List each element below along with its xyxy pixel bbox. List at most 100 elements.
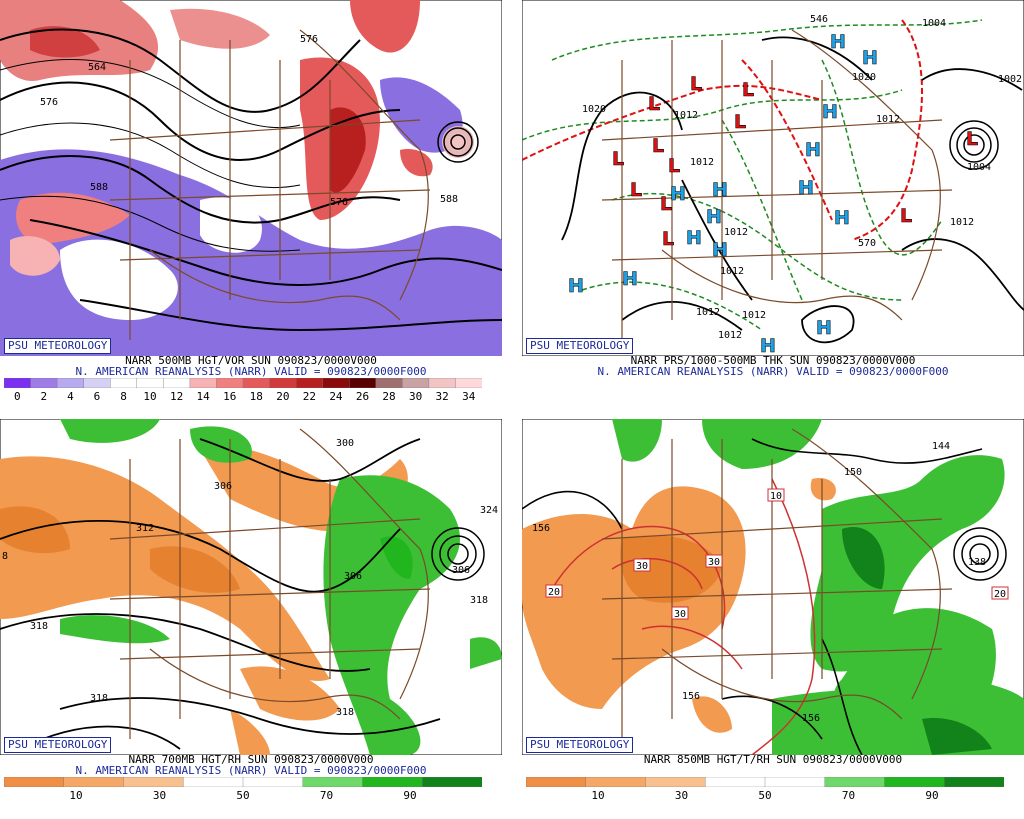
contour-label: 318 — [90, 693, 108, 704]
low-pressure-center: L — [742, 79, 754, 101]
colorbar-tick-label: 30 — [408, 390, 423, 403]
isobar-label: 1012 — [690, 157, 714, 168]
rh-colorbar-ticks: 10 30 50 70 90 — [4, 789, 482, 802]
low-pressure-center: L — [690, 73, 702, 95]
colorbar-swatch — [322, 378, 350, 388]
isobar-label: 1012 — [718, 330, 742, 341]
colorbar-tick-label: 16 — [223, 390, 237, 403]
colorbar-tick-label: 4 — [67, 390, 74, 403]
isobar-label: 1012 — [724, 227, 748, 238]
high-pressure-center: H — [822, 101, 838, 123]
colorbar-swatch — [402, 378, 430, 388]
colorbar-tick-label: 34 — [462, 390, 476, 403]
rh700-map: 300 306 312 318 318 318 318 324 306 8 30… — [0, 419, 502, 755]
map-valid-time: N. AMERICAN REANALYSIS (NARR) VALID = 09… — [75, 764, 427, 777]
colorbar-tick-label: 12 — [169, 390, 184, 403]
svg-text:30: 30 — [636, 561, 648, 572]
contour-label: 8 — [2, 551, 8, 562]
colorbar-swatch — [362, 777, 423, 787]
colorbar-swatch — [123, 777, 184, 787]
contour-label: 588 — [90, 182, 108, 193]
colorbar-swatch — [884, 777, 945, 787]
contour-label: 576 — [40, 97, 58, 108]
colorbar-swatch — [526, 777, 587, 787]
colorbar-swatch — [216, 378, 244, 388]
colorbar-swatch — [944, 777, 1004, 787]
rh-colorbar — [4, 777, 482, 787]
svg-text:20: 20 — [548, 587, 560, 598]
contour-label: 564 — [88, 62, 106, 73]
isobar-label: 1012 — [876, 114, 900, 125]
colorbar-tick-label: 22 — [302, 390, 316, 403]
colorbar-swatch — [705, 777, 766, 787]
colorbar-tick-label: 18 — [249, 390, 263, 403]
isobar-label: 1002 — [998, 74, 1022, 85]
low-pressure-center: L — [966, 128, 978, 150]
isobar-label: 1004 — [922, 18, 946, 29]
contour-label: 576 — [330, 197, 348, 208]
colorbar-swatch — [30, 378, 58, 388]
high-pressure-center: H — [706, 206, 722, 228]
colorbar-tick-label: 50 — [236, 789, 250, 802]
colorbar-swatch — [295, 378, 324, 388]
contour-label: 156 — [802, 713, 820, 724]
panel-500mb-vorticity: 564 576 588 576 588 576 PSU METEOROLOGY … — [0, 0, 502, 403]
isobar-label: 1012 — [674, 110, 698, 121]
colorbar-tick-label: 90 — [925, 789, 939, 802]
low-pressure-center: L — [660, 193, 672, 215]
temp-label: 20 — [991, 586, 1009, 600]
colorbar-tick-label: 8 — [120, 390, 127, 403]
colorbar-swatch — [269, 378, 297, 388]
colorbar-tick-label: 70 — [319, 789, 334, 802]
isobar-label: 1012 — [742, 310, 766, 321]
map-title: NARR 500MB HGT/VOR SUN 090823/0000V000 — [125, 354, 377, 367]
low-pressure-center: L — [612, 148, 624, 170]
high-pressure-center: H — [816, 317, 832, 339]
panel-700mb-rh: 300 306 312 318 318 318 318 324 306 8 30… — [0, 419, 502, 819]
colorbar-swatch — [585, 777, 647, 787]
contour-label: 144 — [932, 441, 950, 452]
contour-label: 156 — [682, 691, 700, 702]
high-pressure-center: H — [834, 207, 850, 229]
contour-label: 138 — [968, 557, 986, 568]
isobar-label: 1012 — [720, 266, 744, 277]
colorbar-tick-label: 6 — [93, 390, 101, 403]
colorbar-swatch — [422, 777, 482, 787]
vorticity-colorbar-ticks: 0 2 4 6 8 10 12 14 16 18 20 22 24 26 28 30 32 34 — [4, 390, 482, 403]
map-title: NARR 850MB HGT/T/RH SUN 090823/0000V000 — [643, 753, 903, 766]
colorbar-swatch — [349, 378, 377, 388]
colorbar-tick-label: 0 — [13, 390, 21, 403]
colorbar-swatch — [56, 378, 85, 388]
low-pressure-center: L — [630, 179, 642, 201]
high-pressure-center: H — [798, 177, 814, 199]
vorticity-colorbar — [4, 378, 482, 388]
colorbar-tick-label: 70 — [841, 789, 856, 802]
rh-colorbar — [526, 777, 1004, 787]
colorbar-tick-label: 30 — [674, 789, 689, 802]
isobar-label: 1004 — [967, 162, 991, 173]
high-pressure-center: H — [805, 139, 821, 161]
colorbar-tick-label: 90 — [403, 789, 417, 802]
contour-label: 318 — [30, 621, 48, 632]
high-pressure-center: H — [712, 239, 728, 261]
colorbar-tick-label: 28 — [382, 390, 396, 403]
colorbar-tick-label: 14 — [196, 390, 210, 403]
map-valid-time: N. AMERICAN REANALYSIS (NARR) VALID = 09… — [597, 365, 949, 378]
contour-label: 306 — [214, 481, 232, 492]
colorbar-tick-label: 10 — [591, 789, 605, 802]
svg-text:10: 10 — [770, 491, 782, 502]
svg-text:20: 20 — [994, 589, 1006, 600]
low-pressure-center: L — [652, 135, 664, 157]
low-pressure-center: L — [900, 205, 912, 227]
high-pressure-center: H — [830, 31, 846, 53]
isobar-label: 1020 — [852, 72, 876, 83]
thickness-label: 546 — [810, 14, 828, 25]
map-title: NARR 700MB HGT/RH SUN 090823/0000V000 — [128, 753, 374, 766]
contour-label: 300 — [336, 438, 354, 449]
colorbar-swatch — [302, 777, 364, 787]
colorbar-tick-label: 2 — [40, 390, 48, 403]
contour-label: 318 — [470, 595, 488, 606]
colorbar-swatch — [455, 378, 482, 388]
colorbar-swatch — [183, 777, 244, 787]
